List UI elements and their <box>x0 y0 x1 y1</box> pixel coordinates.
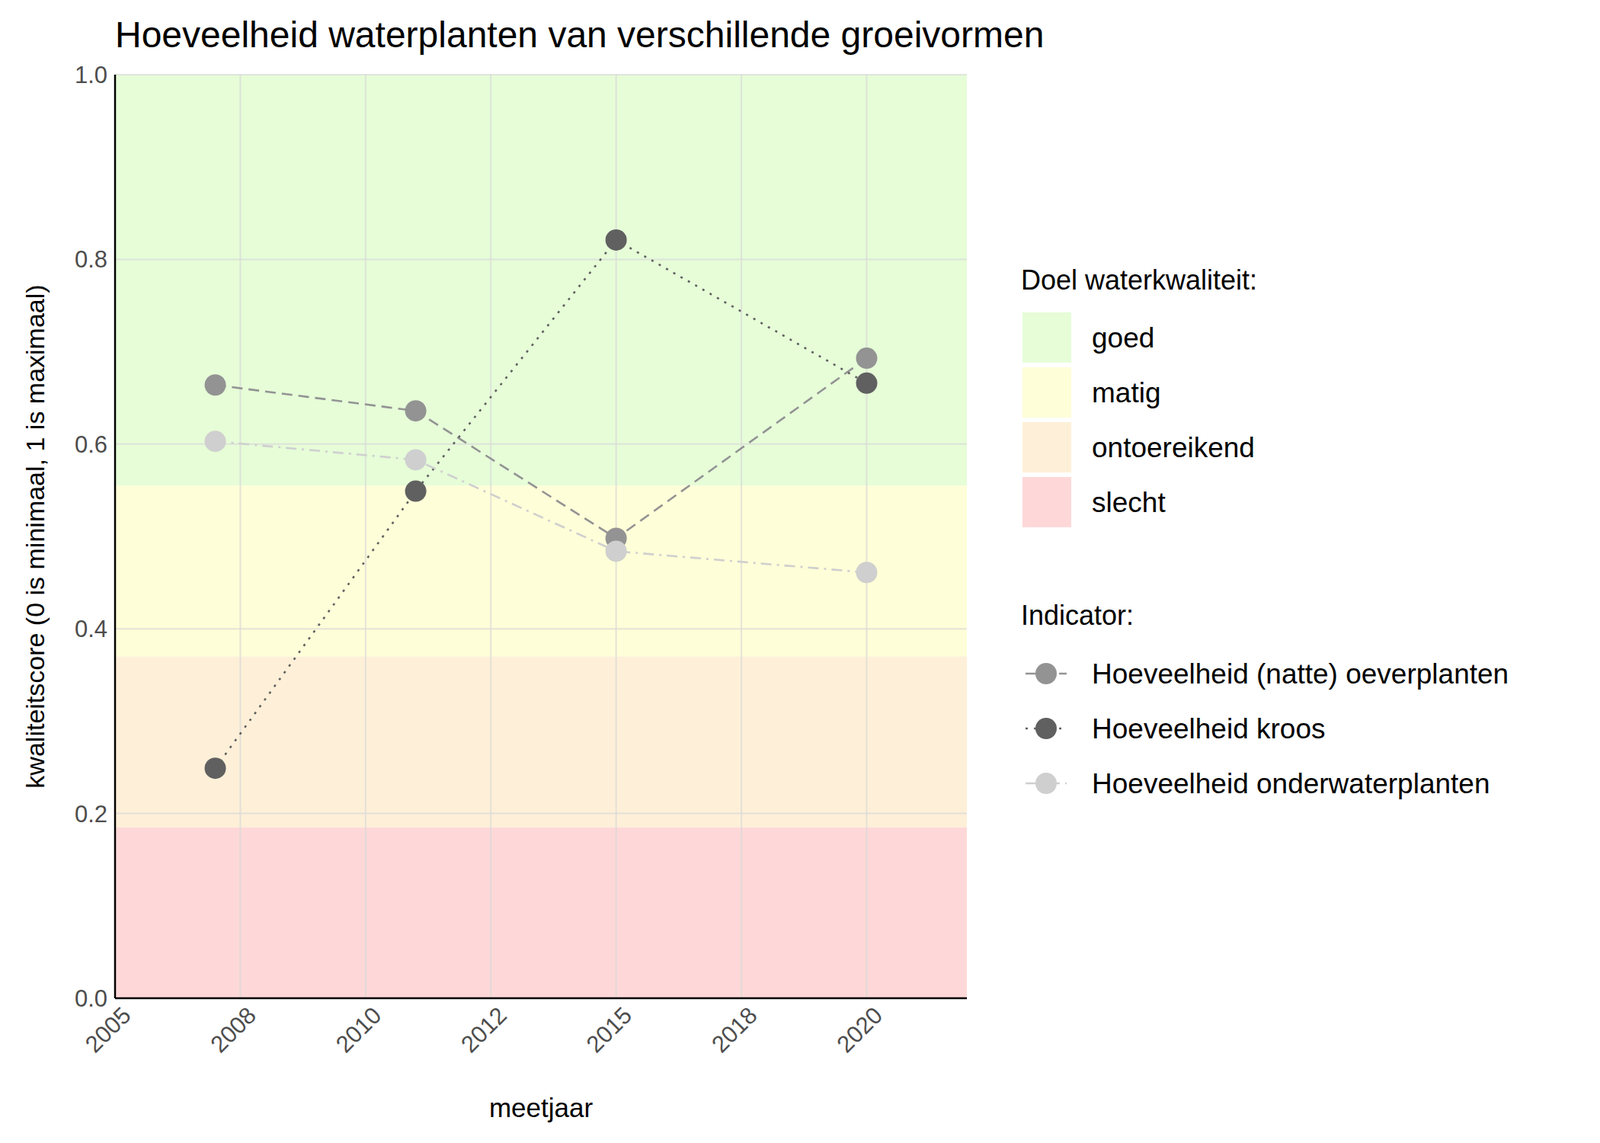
grid-line <box>115 73 967 76</box>
grid-line <box>239 74 241 999</box>
x-tick-label: 2005 <box>80 1001 137 1059</box>
x-tick-label: 2020 <box>832 1001 889 1059</box>
grid-line <box>115 258 967 260</box>
legend-marker <box>1035 772 1057 794</box>
data-point <box>605 229 628 251</box>
x-tick-label: 2015 <box>581 1001 638 1059</box>
grid-line <box>740 74 743 999</box>
legend-label: Hoeveelheid (natte) oeverplanten <box>1091 658 1509 690</box>
series-line <box>215 441 868 573</box>
legend-label: slecht <box>1091 486 1166 519</box>
data-point <box>204 757 227 779</box>
data-point <box>855 372 877 394</box>
legend-label: goed <box>1091 322 1155 354</box>
legend-title: Doel waterkwaliteit: <box>1020 264 1258 296</box>
data-point <box>204 430 227 452</box>
data-point <box>405 448 427 471</box>
legend: Doel waterkwaliteit: goed matig ontoereiken… <box>1020 264 1509 800</box>
legend-label: matig <box>1091 377 1161 409</box>
legend-key <box>1022 312 1072 363</box>
data <box>204 229 878 779</box>
y-tick-label: 0.0 <box>74 985 108 1012</box>
legend-title: Indicator: <box>1020 599 1134 631</box>
legend-key <box>1022 422 1072 473</box>
y-tick-label: 0.8 <box>74 246 108 273</box>
grid <box>115 74 967 999</box>
grid-line <box>115 627 967 630</box>
data-point <box>605 540 628 562</box>
title: Hoeveelheid waterplanten van verschillen… <box>115 14 1044 55</box>
quality-band <box>115 74 967 486</box>
grid-line <box>114 74 116 999</box>
data-point <box>855 347 877 369</box>
grid-line <box>489 74 492 999</box>
chart: 0.0 0.2 0.4 0.6 0.8 1.0 2005 2008 2010 2012 2015 20… <box>0 0 1600 1143</box>
legend-key <box>1022 367 1072 418</box>
legend-label: ontoereikend <box>1091 432 1255 464</box>
y-tick-label: 1.0 <box>74 61 108 89</box>
series-line <box>215 358 868 538</box>
legend-marker <box>1035 717 1057 740</box>
legend-marker <box>1035 662 1057 685</box>
y-axis-title: kwaliteitscore (0 is minimaal, 1 is maxi… <box>20 284 50 788</box>
bands <box>115 74 967 999</box>
grid-line <box>364 74 367 999</box>
data-point <box>855 561 877 583</box>
legend-label: Hoeveelheid onderwaterplanten <box>1091 768 1490 800</box>
y-tick-label: 0.2 <box>74 800 108 828</box>
y-tick-label: 0.6 <box>74 431 108 458</box>
grid-line <box>115 997 967 999</box>
x-axis-line <box>115 997 967 1000</box>
data-point <box>405 400 427 422</box>
quality-band <box>115 656 967 828</box>
grid-line <box>115 812 967 815</box>
y-axis-line <box>114 74 117 999</box>
quality-band <box>115 827 967 999</box>
legend-key <box>1022 476 1072 528</box>
legend-label: Hoeveelheid kroos <box>1091 713 1325 745</box>
x-tick-label: 2018 <box>706 1001 763 1059</box>
x-axis-title: meetjaar <box>489 1092 594 1123</box>
data-point <box>204 374 227 396</box>
x-tick-label: 2012 <box>455 1001 512 1059</box>
x-tick-label: 2010 <box>330 1001 388 1059</box>
data-point <box>405 480 427 503</box>
y-tick-label: 0.4 <box>74 615 108 643</box>
x-tick-label: 2008 <box>204 1001 262 1059</box>
grid-line <box>865 74 868 999</box>
background <box>0 0 1600 1143</box>
series-line <box>215 240 868 768</box>
